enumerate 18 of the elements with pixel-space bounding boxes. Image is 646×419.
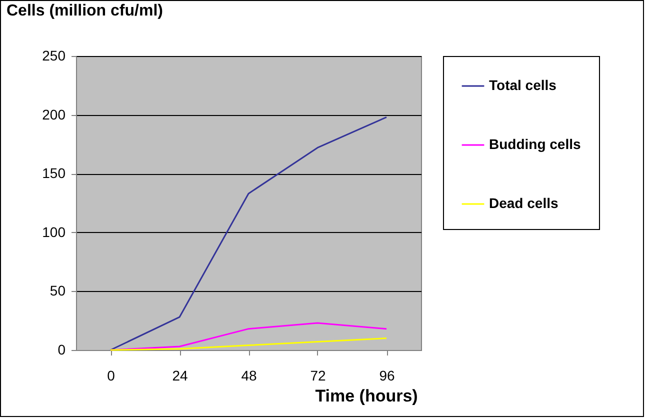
y-tick-label: 50 [50, 282, 66, 299]
y-axis-title: Cells (million cfu/ml) [6, 2, 163, 20]
legend-label: Budding cells [489, 136, 581, 152]
y-tick-label: 250 [42, 48, 66, 64]
x-tick-label: 96 [379, 368, 395, 384]
legend-label: Dead cells [489, 195, 558, 211]
x-axis-title: Time (hours) [315, 386, 418, 406]
y-tick-label: 0 [58, 342, 66, 358]
line-series [110, 337, 388, 351]
y-tick-label: 100 [42, 224, 66, 240]
legend-label: Total cells [489, 77, 557, 93]
x-tick-label: 48 [241, 368, 257, 384]
x-tick-label: 24 [172, 368, 188, 384]
y-tick-label: 150 [42, 165, 66, 182]
x-tick-label: 72 [310, 368, 326, 384]
line-series [110, 116, 388, 351]
x-tick-label: 0 [107, 368, 116, 384]
y-tick-label: 200 [42, 106, 66, 122]
